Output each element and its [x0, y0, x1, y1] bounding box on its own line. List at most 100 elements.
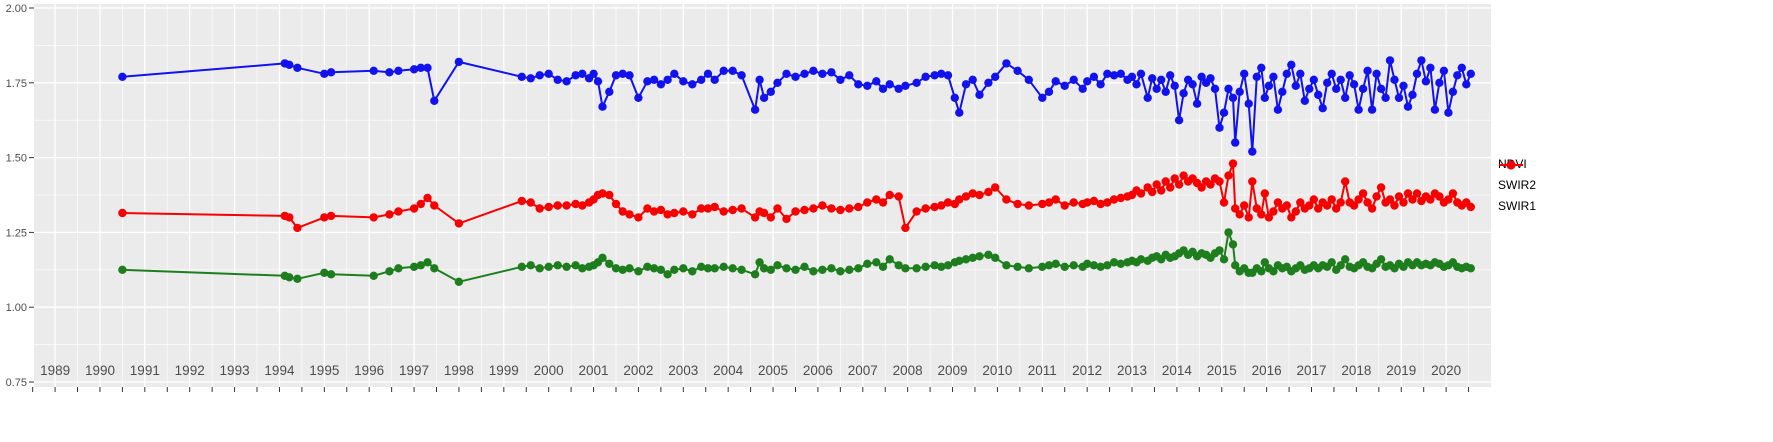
ndvi-point: [1421, 77, 1431, 86]
ndvi-point: [1219, 108, 1229, 117]
y-tick-label: 0.75: [6, 377, 27, 389]
x-tick-label: 2018: [1341, 363, 1371, 378]
x-tick-label: 1991: [130, 363, 160, 378]
swir1-point: [1248, 177, 1257, 186]
y-tick-label: 1.50: [6, 153, 27, 165]
swir1-point: [454, 219, 464, 228]
swir1-point: [1219, 198, 1229, 207]
ndvi-point: [385, 68, 394, 77]
ndvi-point: [1327, 69, 1336, 79]
ndvi-point: [1314, 90, 1323, 100]
ndvi-point: [1287, 60, 1296, 69]
ndvi-point: [984, 78, 993, 88]
x-tick-label: 2005: [758, 363, 788, 378]
swir2-point: [1038, 262, 1047, 271]
ndvi-point: [1269, 72, 1278, 82]
ndvi-point: [1367, 105, 1377, 114]
swir2-point: [1083, 259, 1092, 268]
ndvi-point: [872, 77, 881, 86]
ndvi-point: [1197, 72, 1206, 82]
ndvi-point: [1224, 84, 1233, 94]
ndvi-point: [394, 66, 403, 76]
ndvi-point: [1381, 93, 1390, 103]
swir2-point: [719, 262, 728, 271]
swir1-point: [737, 204, 746, 213]
swir1-point: [1235, 210, 1244, 219]
swir1-point: [526, 198, 535, 207]
ndvi-point: [1089, 72, 1099, 82]
swir1-point: [605, 190, 614, 200]
ndvi-point: [1363, 66, 1372, 76]
x-tick-label: 1992: [175, 363, 205, 378]
ndvi-point: [885, 80, 894, 89]
ndvi-point: [845, 71, 854, 80]
ndvi-point: [1132, 80, 1141, 89]
x-tick-label: 1990: [85, 363, 115, 378]
swir1-point: [1161, 177, 1170, 186]
ndvi-point: [578, 69, 587, 79]
ndvi-point: [878, 84, 888, 94]
swir1-point: [1148, 187, 1157, 197]
swir1-point: [818, 201, 827, 210]
swir2-point: [991, 253, 1000, 262]
swir1-point: [1273, 198, 1283, 207]
swir2-series: [118, 228, 1476, 286]
x-tick-label: 2016: [1252, 363, 1282, 378]
swir1-point: [571, 199, 580, 209]
swir1-point: [836, 205, 845, 215]
swir2-point: [656, 265, 666, 274]
swir1-point: [562, 201, 571, 210]
ndvi-point: [1466, 69, 1476, 79]
swir1-point: [1044, 198, 1054, 207]
swir2-point: [423, 258, 432, 267]
swir2-point: [578, 264, 587, 273]
swir1-point: [955, 195, 964, 204]
swir1-point: [1376, 183, 1386, 192]
swir2-point: [755, 258, 764, 267]
swir1-point: [1341, 177, 1350, 186]
ndvi-point: [605, 87, 614, 97]
swir1-point: [1264, 213, 1274, 222]
x-tick-label: 2010: [982, 363, 1012, 378]
swir1-point: [1197, 183, 1206, 192]
swir1-point: [1323, 201, 1332, 210]
legend-item-swir2: SWIR2: [1498, 160, 1536, 191]
ndvi-point: [703, 69, 713, 79]
swir2-point: [670, 265, 679, 274]
swir2-point: [901, 264, 910, 273]
ndvi-point: [773, 78, 782, 88]
axis-labels: 2.00 1.75 1.50 1.25 1.00 0.75 1989 1990 1991 1992…: [6, 3, 1462, 389]
swir1-point: [1291, 207, 1301, 216]
ndvi-point: [611, 71, 621, 80]
swir1-point: [1024, 201, 1034, 210]
ndvi-point: [1439, 66, 1449, 76]
ndvi-point: [1157, 75, 1166, 85]
ndvi-point: [1188, 80, 1197, 89]
x-tick-label: 2014: [1162, 363, 1193, 378]
swir1-point: [1096, 199, 1105, 209]
swir2-point: [285, 273, 294, 282]
x-tick-label: 2006: [803, 363, 833, 378]
ndvi-point: [1161, 87, 1170, 97]
x-tick-label: 2012: [1072, 363, 1102, 378]
swir1-point: [1206, 180, 1215, 189]
swir1-point: [1327, 195, 1336, 204]
plot-panel: [34, 4, 1491, 387]
swir1-point: [863, 198, 872, 207]
swir2-point: [1136, 255, 1146, 264]
swir1-point: [1426, 195, 1435, 204]
swir2-point: [937, 262, 946, 271]
x-tick-label: 1995: [309, 363, 339, 378]
ndvi-point: [937, 69, 946, 79]
swir2-point: [454, 277, 464, 286]
swir1-point: [710, 202, 719, 212]
swir2-point: [663, 270, 672, 279]
x-tick-label: 1993: [220, 363, 250, 378]
swir1-point: [1363, 198, 1372, 207]
swir2-point: [118, 265, 127, 274]
swir1-point: [1435, 192, 1444, 201]
ndvi-point: [1408, 90, 1417, 100]
swir2-point: [679, 264, 688, 273]
swir1-point: [553, 201, 562, 210]
swir1-point: [1166, 183, 1175, 192]
